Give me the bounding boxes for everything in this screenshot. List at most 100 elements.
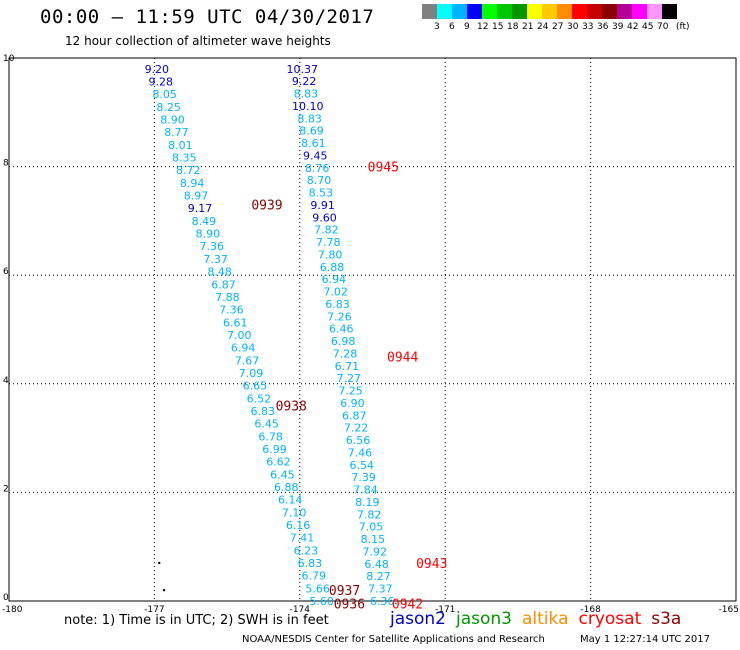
swh-value: 6.99 xyxy=(262,443,287,456)
swh-value: 8.25 xyxy=(156,101,181,114)
time-label: 0936 xyxy=(334,598,365,613)
swh-value: 6.83 xyxy=(298,557,323,570)
swh-value: 8.48 xyxy=(207,266,232,279)
swh-value: 6.71 xyxy=(335,360,360,373)
swh-value: 7.25 xyxy=(338,385,363,398)
time-label: 0943 xyxy=(416,557,447,572)
swh-value: 8.90 xyxy=(160,114,185,127)
swh-value: 6.62 xyxy=(266,456,291,469)
swh-value: 7.39 xyxy=(351,471,376,484)
colorbar-swatch xyxy=(647,4,662,19)
swh-value: 6.87 xyxy=(342,409,367,422)
swh-value: 7.28 xyxy=(333,347,358,360)
x-tick-label: -180 xyxy=(2,605,23,615)
x-tick-label: -168 xyxy=(580,605,601,615)
colorbar-label: 3 xyxy=(434,22,440,32)
colorbar-swatch xyxy=(467,4,482,19)
swh-value: 6.16 xyxy=(286,519,311,532)
swh-value: 8.61 xyxy=(301,137,326,150)
satellite-legend: jason2 jason3 altika cryosat s3a xyxy=(390,609,691,629)
colorbar-label: 9 xyxy=(464,22,470,32)
y-tick-label: 4 xyxy=(3,376,9,386)
track-dot xyxy=(162,588,166,592)
swh-value: 8.97 xyxy=(184,190,209,203)
x-tick-label: -177 xyxy=(144,605,164,615)
colorbar-label: 70 xyxy=(657,22,669,32)
colorbar-label: 39 xyxy=(612,22,624,32)
colorbar-label: (ft) xyxy=(676,22,690,32)
swh-value: 6.83 xyxy=(325,298,350,311)
swh-value: 8.01 xyxy=(168,139,193,152)
swh-value: 8.69 xyxy=(299,125,324,138)
swh-value: 8.77 xyxy=(164,126,189,139)
swh-value: 8.15 xyxy=(361,533,386,546)
swh-value: 8.72 xyxy=(176,164,201,177)
swh-value: 6.79 xyxy=(302,570,327,583)
swh-value: 8.27 xyxy=(366,570,391,583)
colorbar-label: 36 xyxy=(597,22,609,32)
colorbar-label: 42 xyxy=(627,22,639,32)
colorbar-label: 45 xyxy=(642,22,654,32)
colorbar xyxy=(422,4,677,20)
colorbar-label: 6 xyxy=(449,22,455,32)
swh-value: 6.36 xyxy=(370,595,395,608)
swh-value: 6.78 xyxy=(258,430,283,443)
swh-value: 8.70 xyxy=(307,174,332,187)
colorbar-swatch xyxy=(572,4,587,19)
swh-value: 8.35 xyxy=(172,152,197,165)
swh-value: 7.82 xyxy=(357,508,382,521)
swh-value: 5.66 xyxy=(305,582,330,595)
chart-title: 00:00 – 11:59 UTC 04/30/2017 xyxy=(40,6,375,28)
y-tick-label: 2 xyxy=(3,484,9,494)
swh-value: 8.83 xyxy=(294,88,319,101)
swh-value: 7.67 xyxy=(235,354,260,367)
swh-value: 6.46 xyxy=(329,323,354,336)
swh-value: 8.49 xyxy=(192,215,217,228)
colorbar-swatch xyxy=(497,4,512,19)
swh-value: 6.88 xyxy=(274,481,299,494)
swh-value: 7.88 xyxy=(215,291,240,304)
timestamp: May 1 12:27:14 UTC 2017 xyxy=(580,634,710,645)
swh-value: 8.90 xyxy=(196,228,221,241)
x-tick-label: -165 xyxy=(719,605,739,615)
satellite-s3a: s3a xyxy=(651,609,682,629)
swh-value: 8.83 xyxy=(297,112,322,125)
y-tick-label: 10 xyxy=(3,54,15,64)
satellite-altika: altika xyxy=(522,609,569,629)
swh-value: 6.56 xyxy=(346,434,371,447)
swh-value: 6.61 xyxy=(223,316,248,329)
time-label: 0945 xyxy=(368,161,399,176)
swh-value: 9.60 xyxy=(312,211,337,224)
swh-value: 7.46 xyxy=(348,446,373,459)
colorbar-swatch xyxy=(617,4,632,19)
swh-value: 6.23 xyxy=(294,544,319,557)
swh-value: 7.05 xyxy=(359,521,384,534)
x-tick-label: -171 xyxy=(435,605,455,615)
colorbar-swatch xyxy=(437,4,452,19)
colorbar-label: 12 xyxy=(477,22,489,32)
swh-value: 6.98 xyxy=(331,335,356,348)
swh-value: 6.48 xyxy=(364,558,389,571)
time-label: 0938 xyxy=(276,400,307,415)
swh-value: 7.22 xyxy=(344,422,369,435)
swh-value: 7.37 xyxy=(203,253,228,266)
swh-value: 7.78 xyxy=(316,236,341,249)
colorbar-swatch xyxy=(542,4,557,19)
swh-value: 6.54 xyxy=(349,459,374,472)
swh-value: 6.45 xyxy=(254,418,279,431)
credit-text: NOAA/NESDIS Center for Satellite Applica… xyxy=(242,634,545,645)
swh-value: 8.53 xyxy=(309,187,334,200)
swh-value: 7.41 xyxy=(290,532,315,545)
satellite-cryosat: cryosat xyxy=(578,609,642,629)
time-label: 0937 xyxy=(329,584,360,599)
colorbar-label: 27 xyxy=(552,22,564,32)
swh-value: 9.45 xyxy=(303,149,328,162)
x-tick-label: -174 xyxy=(290,605,311,615)
swh-value: 8.19 xyxy=(355,496,380,509)
swh-value: 7.02 xyxy=(323,286,348,299)
swh-value: 7.10 xyxy=(282,506,307,519)
swh-value: 7.36 xyxy=(219,304,244,317)
swh-value: 6.45 xyxy=(270,468,295,481)
swh-value: 7.09 xyxy=(239,367,264,380)
colorbar-label: 33 xyxy=(582,22,594,32)
